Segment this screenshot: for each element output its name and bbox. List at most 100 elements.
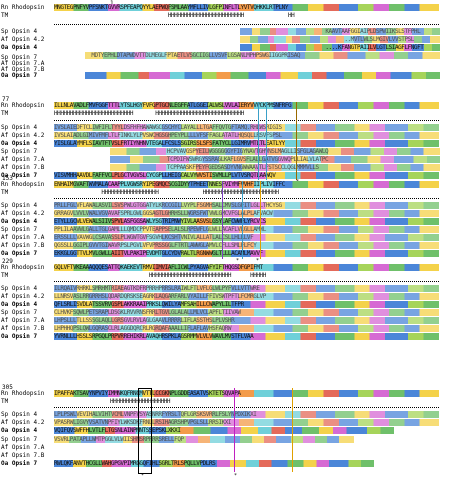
row-label-tm: TM [1,189,9,196]
sequence-tm: HHHHHHHHHHHHHHHHHHH [110,398,171,405]
row-label-af7b: Af Opsin 7.B [1,242,45,249]
sequence-oa7: MDTYEPHLDTAPWDVTTDLMEGLFPTAETLVSGCIIGLLV… [85,52,440,59]
row-label-sp4: Sp Opsin 4 [1,411,38,418]
row-label-sp7: Sp Opsin 7 [1,226,38,233]
sequence-af7b: LHPHHQPSLQWLGQRASCLRLAGGDQRCRLRGRQAFAAAL… [54,325,439,332]
sequence-oa4: YISLGLAYMFLSIAVTFTVSLFRTIYNHNVTEGALFCSLS… [54,140,439,147]
block-start-number: 1 [110,0,114,7]
conserved-residue-line [296,102,297,180]
sequence-rn: ILLNLAVADLFMVFGGFTTTLYTSLHGYFVFGPTGCNLEG… [54,102,439,109]
block-start-number: 229 [2,258,13,265]
sequence-tm: HHHHHHHHHHHHHHHHHHHHHHHH HH [54,12,295,19]
row-label-oa7: Oa Opsin 7 [1,172,38,179]
sequence-oa4: VQIFQVSWFFHLVTLFLTGSNLAINPMNTSSEPSKLXKXI [54,427,394,434]
row-label-oa7: Oa Opsin 7 [1,250,38,257]
row-label-af7b: Af Opsin 7.B [1,66,45,73]
block-start-number: 153 [2,175,13,182]
sequence-oa7: RWLQKFANVTHCGLLWAHGPGVPIMRGGQFIHLSGRLTRL… [54,460,374,467]
row-label-oa4: Oa Opsin 4 [1,218,38,225]
sequence-sp4: ILRQAIVRHRKLSMRHMTRIAEAGTKDFRPRRHPRRSLRA… [54,285,439,292]
asterisk-mark: * [141,473,145,479]
row-label-af7b: Af Opsin 7.B [1,164,45,171]
row-label-oa4: Oa Opsin 4 [1,301,38,308]
row-label-af7b: Af Opsin 7.B [1,325,45,332]
row-label-af7a: Af Opsin 7.A [1,317,45,324]
row-label-sp7: Sp Opsin 7 [1,54,38,61]
row-label-af7b: Af Opsin 7.B [1,452,45,459]
row-label-oa4: Oa Opsin 4 [1,427,38,434]
sequence-af42: IVSLAIADLGIMIVFMFLTLFINKLYLPVSWCHGSGHPEY… [54,132,439,139]
row-label-rn: Rn Rhodopsin [1,390,45,397]
conserved-residue-line [292,388,293,472]
conserved-residue-line [258,102,259,180]
sequence-oa7: EKKGLGGTTVLMVLGWLLAIITVLPAKIPEVDMTGLCYDV… [54,250,439,257]
conserved-residue-line [234,388,235,472]
row-label-af7a: Af Opsin 7.A [1,60,45,67]
row-label-af42: Af Opsin 4.2 [1,210,45,217]
row-label-sp4: Sp Opsin 4 [1,124,38,131]
sequence-sp4: IVSLAIEDFTCLIWFIFLTYYLDSFHFHAWAWGCGSCHYC… [54,124,439,131]
row-label-rn: Rn Rhodopsin [1,264,45,271]
sequence-sp4: LPLPSWLVEVIHALVIHTVCMLVNPFVSYASNRRFYRSLT… [54,411,439,418]
row-label-oa7: Oa Opsin 7 [1,72,38,79]
row-label-sp4: Sp Opsin 4 [1,285,38,292]
row-label-af7a: Af Opsin 7.A [1,444,45,451]
sequence-sp7: VSVRLPATAPLLWMTPGGLVLWIISHNSRPRRRSRELLFQ… [54,436,354,443]
sequence-af7b: TCPPAASKFPEYFGEDSASDYVNGWWAAVTLFSTSCCLQG… [110,164,440,171]
divider [54,198,439,199]
sequence-oa4: ....KFANGTPAIILVLGTLSIAGFLFNGFT [240,44,440,51]
row-label-tm: TM [1,398,9,405]
row-label-af7a: Af Opsin 7.A [1,156,45,163]
row-label-af7a: Af Opsin 7.A [1,234,45,241]
row-label-sp4: Sp Opsin 4 [1,202,38,209]
row-label-af42: Af Opsin 4.2 [1,293,45,300]
alignment-block-2: 77 Rn Rhodopsin ILLNLAVADLFMVFGGFTTTLYTSL… [0,96,451,185]
row-label-rn: Rn Rhodopsin [1,181,45,188]
row-label-af42: Af Opsin 4.2 [1,132,45,139]
asterisk-mark: * [236,258,240,264]
alignment-block-4: 229 Rn Rhodopsin GQLVFTVKEAAAQQQESATTQKAE… [0,258,451,340]
row-label-tm: TM [1,272,9,279]
alignment-block-5: 305 Rn Rhodopsin IPAFFAKTSAVYNPVIYIMMNKQF… [0,384,451,494]
row-label-sp7: Sp Opsin 7 [1,436,38,443]
sequence-oa4: QFLSRLISVDLATSSVRVGSPLAKKRAAIPRKSLQWILYA… [54,301,439,308]
sequence-af7a: TCPDIFWSWRGYSSRAGLKAFLGVSFLALLGATVGGVWQP… [110,156,440,163]
asterisk-mark: * [256,258,260,264]
sequence-af42: ..MVTLWLSLMGIVLVVSTPSL [240,36,440,43]
sequence-af42: VPASRWLIGVYVSATVNPFIYLWKSDKFRNLLRSIHAGRS… [54,419,439,426]
sequence-oa7: VISVMHHAAVDLFAFFVCLPLGCTVGVSLCYCGPLLHEIG… [54,172,439,179]
sequence-sp4: KAAVTAAFGGIAIPLDSPWIIKSLSTFPHL [240,28,440,35]
sequence-oa4: ETYLLGCWLVEWALSIIVSPVLASFGGSAWLYSGTRIPNW… [54,218,439,225]
sequence-af42: LLNRSVASLRRGRRHSLQDARDQRSKSEAGRKLAQGARFA… [54,293,439,300]
sequence-rn: IPAFFAKTSAVYNPVIYIMMNKQFRNCMVTTLCCGKNPLG… [54,390,439,397]
conserved-residue-line [260,181,261,259]
divider [54,24,439,25]
row-label-oa7: Oa Opsin 7 [1,333,38,340]
sequence-oa7: YVRNLLLHSSLSRPGQLPRPVRREHIKRLAVAQHRSPKLA… [54,333,439,340]
sequence-rn: ENHAIMGVAFTWVMALACAAPPLVGWSRYIPEGMQCSCGI… [54,181,439,188]
row-label-sp4: Sp Opsin 4 [1,28,38,35]
asterisk-mark: * [234,473,238,479]
conserved-residue-line [222,181,223,259]
row-label-oa7: Oa Opsin 7 [1,460,38,467]
alignment-block-3: 153 Rn Rhodopsin ENHAIMGVAFTWVMALACAAPPLV… [0,175,451,264]
highlight-box [138,388,152,474]
alignment-block-1: 1 Rn Rhodopsin MNGTEGPNFYVPFSNKTGVVRSPFEA… [0,0,451,79]
row-label-oa4: Oa Opsin 4 [1,140,38,147]
sequence-sp7: HCPVAVGSPYEILWGGGGGGYFIGYNAVTGHVNSLMAGLL… [110,148,440,155]
row-label-sp7: Sp Opsin 7 [1,148,38,155]
block-start-number: 305 [2,384,13,391]
sequence-rn: MNGTEGPNFYVPFSNKTGVVRSPFEAPQYYLAEPWQFSML… [54,4,439,11]
sequence-af7a: ERSSLLLVAVWGLCSAVASSLPLWGWTGVFSGVHLKCSHT… [54,234,439,241]
divider [54,407,439,408]
divider [54,281,439,282]
sequence-sp7: CLHVKFSQWLPETSRAPLDSGKLRVVRNSFRRLTGVLGLA… [54,309,439,316]
sequence-af7a: LHPSLLLTLLSSSGLAQLLGRSGVLRVLAGLGAAVLRRRR… [54,317,439,324]
row-label-oa4: Oa Opsin 4 [1,44,38,51]
row-label-tm: TM [1,110,9,117]
sequence-tm: HHHHHHHHHHHHHHHHHH HHHHHHHHHHHHHHHHHHHHH… [54,189,279,196]
sequence-sp4: PRLLFGLVFLAWALASVILSVSPWLGTGGATYLKRCCGIL… [54,202,439,209]
row-label-rn: Rn Rhodopsin [1,102,45,109]
row-label-rn: Rn Rhodopsin [1,4,45,11]
block-start-number: 77 [2,96,10,103]
